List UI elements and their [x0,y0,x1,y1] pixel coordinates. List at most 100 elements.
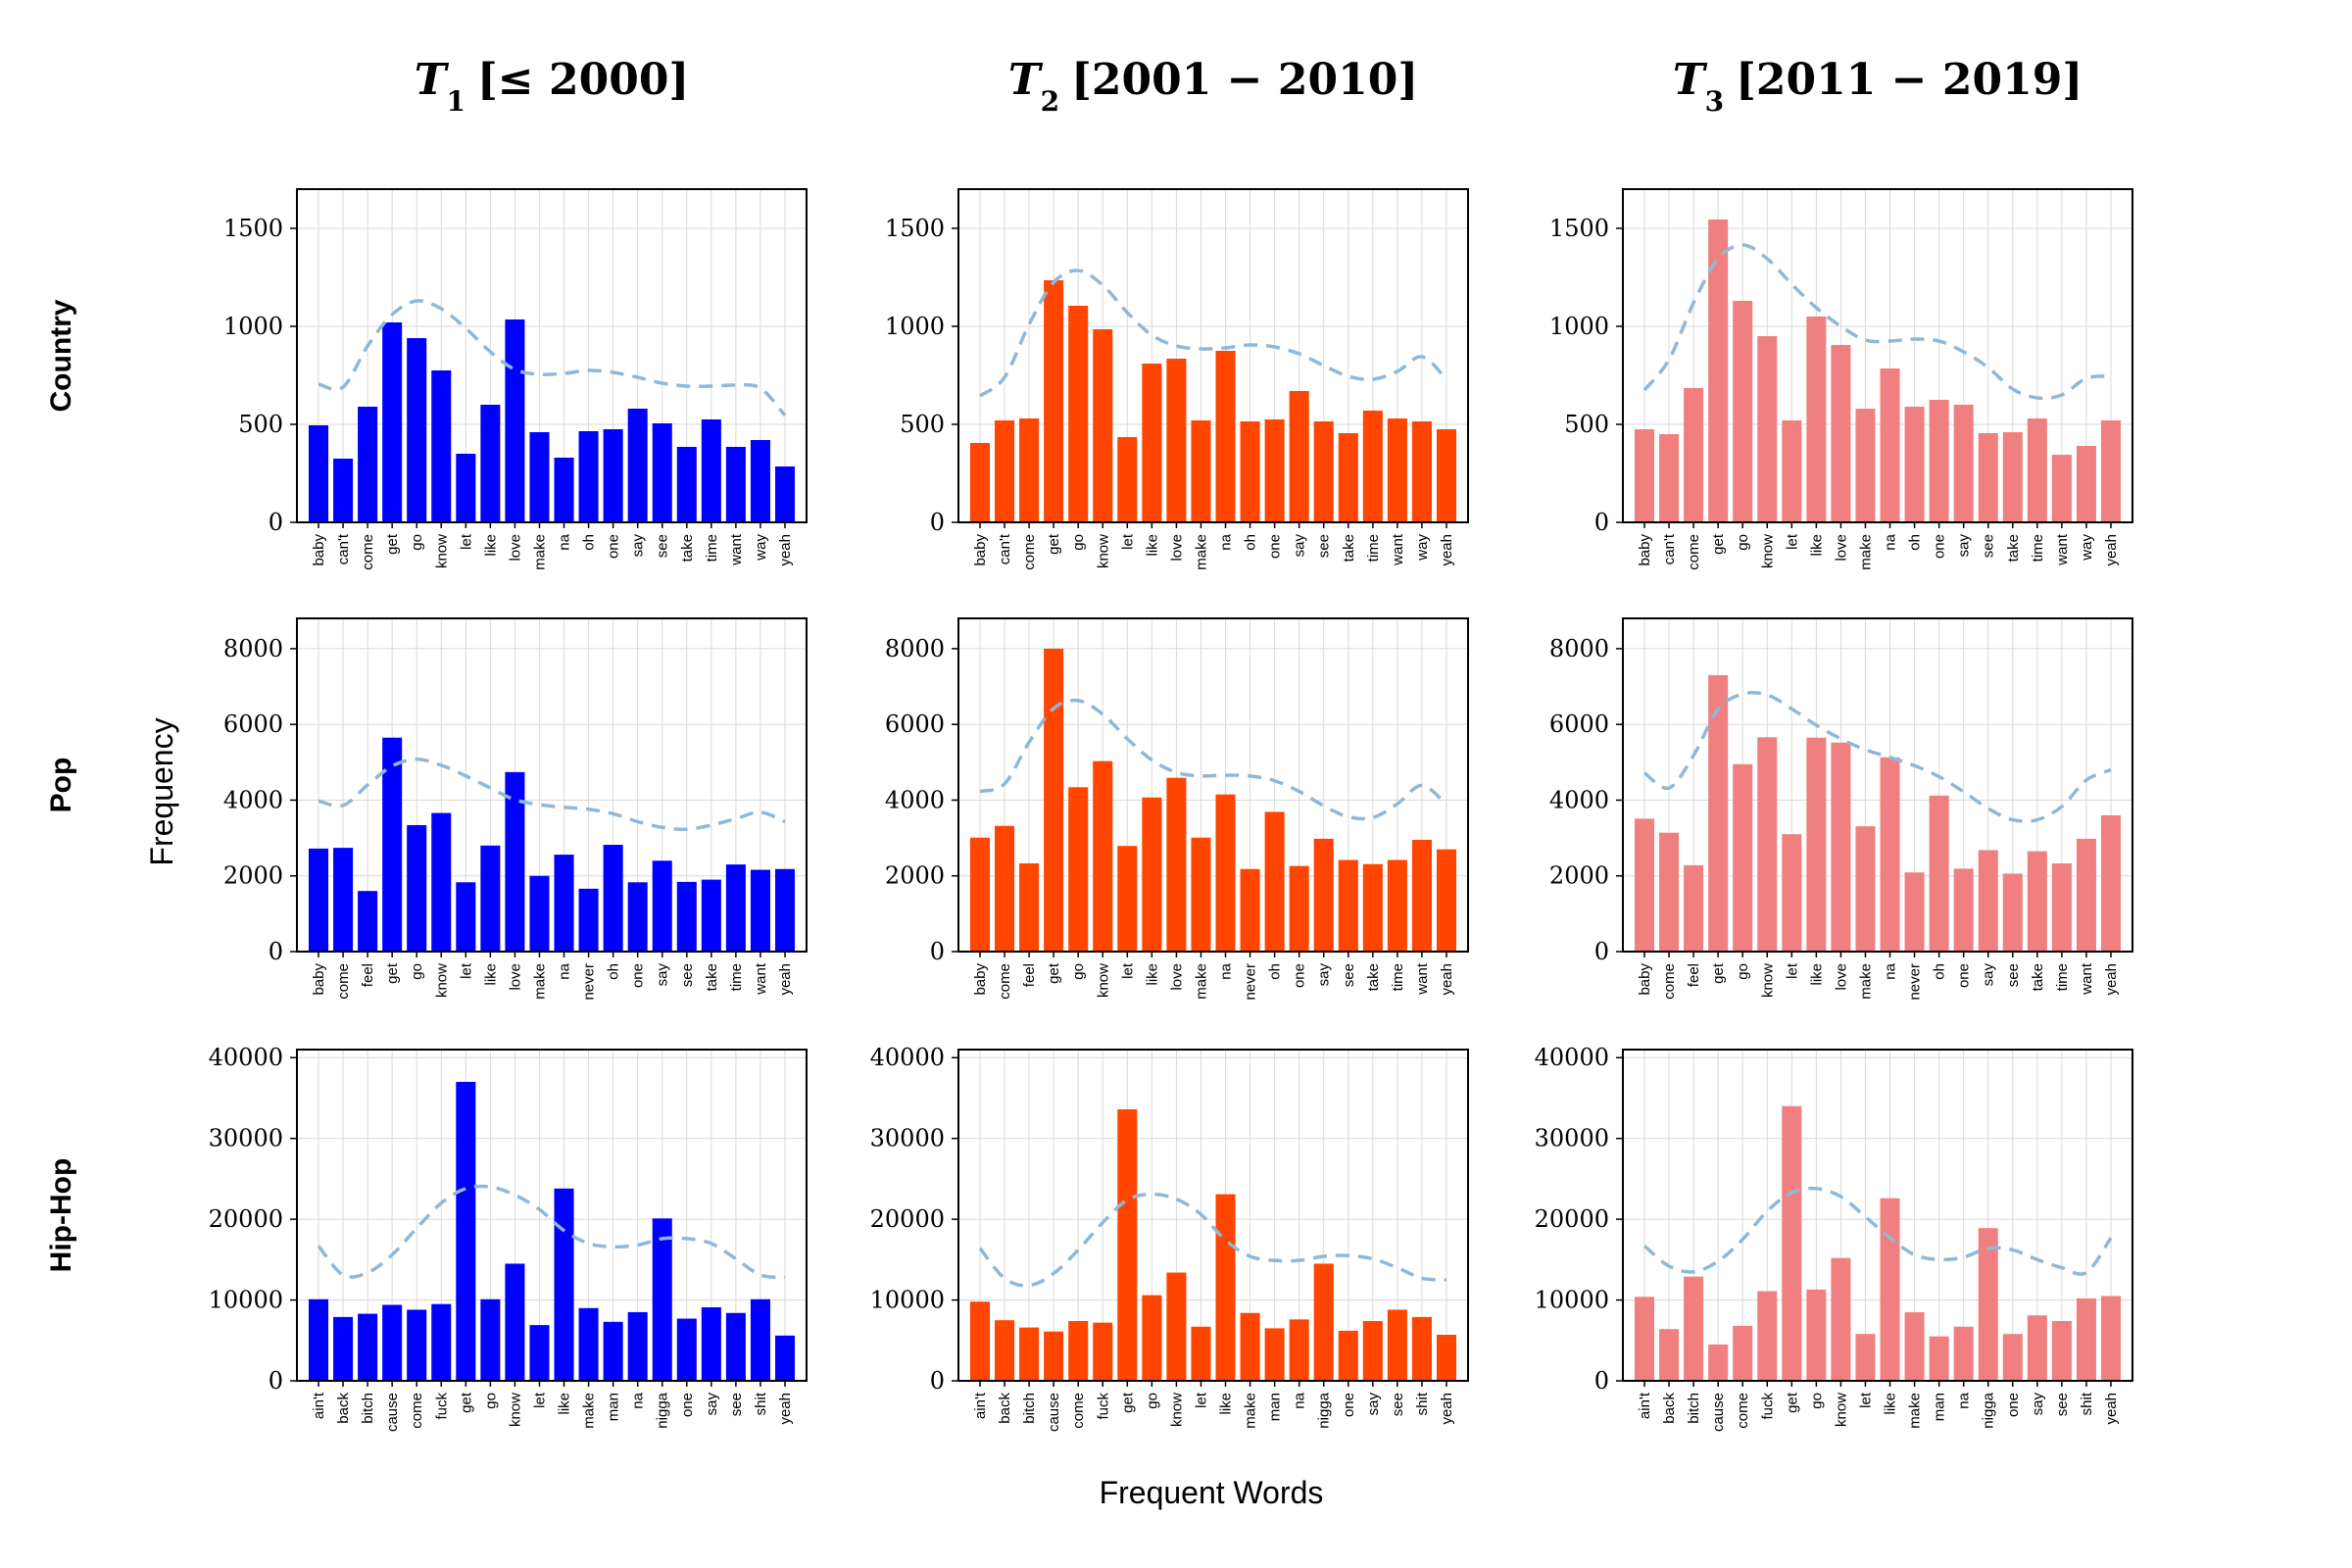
y-tick-label: 2000 [1549,862,1609,890]
x-tick-label: want [2054,533,2071,566]
bar [1338,433,1358,522]
x-tick-label: time [704,534,720,562]
x-tick-label: oh [606,963,622,980]
x-tick-label: time [728,963,745,991]
bar [1978,1228,1998,1381]
x-tick-label: like [1218,1393,1235,1415]
bar [1634,818,1655,952]
bar [2027,851,2047,952]
bar [554,1188,574,1381]
x-tick-label: back [335,1393,352,1424]
bar [456,882,476,952]
bar [1708,220,1729,522]
bar [1093,329,1113,522]
y-axis-label: Frequency [144,717,179,865]
bar [1411,840,1432,952]
x-tick-label: yeah [777,534,794,566]
bar [1362,1320,1383,1381]
bar [578,888,599,952]
bar [1289,1319,1309,1381]
x-tick-label: never [1243,963,1259,1001]
bar [1659,434,1680,522]
x-tick-label: come [1070,1393,1087,1429]
x-tick-label: want [728,533,745,566]
x-tick-label: like [1144,963,1160,986]
x-tick-label: na [1883,533,1899,550]
x-tick-label: yeah [777,963,794,996]
x-tick-label: baby [1637,963,1653,996]
x-tick-label: ain't [1637,1392,1653,1419]
bar [554,855,574,952]
bar [1782,834,1802,952]
column-title-range: [≤ 2000] [477,55,689,105]
trend-line [1642,243,2112,401]
x-tick-label: baby [311,534,327,566]
trend-line [317,1184,786,1280]
bar-chart-panel: 0 500 1000 1500 baby can't come get go know let lik… [223,188,808,570]
y-tick-label: 4000 [885,786,945,813]
x-tick-label: time [1365,534,1382,562]
bar [2002,432,2023,522]
x-tick-label: make [1907,1393,1924,1429]
plot-frame [957,188,1469,523]
bar [652,1218,672,1381]
x-tick-label: back [997,1393,1013,1424]
x-tick-label: yeah [2103,963,2120,996]
bar [701,419,721,522]
bar [358,1313,378,1381]
bar [505,1263,525,1381]
plot-frame [957,1049,1469,1382]
x-tick-label: way [2079,534,2095,562]
x-tick-label: love [1168,963,1185,991]
bar [627,1311,648,1381]
bar [382,737,403,952]
bar [1978,850,1998,952]
bar [1880,1198,1900,1381]
x-tick-label: want [753,962,769,996]
x-tick-label: feel [1686,963,1702,987]
y-tick-label: 8000 [885,635,945,662]
bar [1240,421,1260,522]
bar [1240,868,1260,952]
plot-frame [957,617,1469,953]
bar [1093,760,1113,952]
x-tick-label: see [1341,963,1357,987]
bar [1757,737,1778,952]
bar [1264,1328,1285,1381]
bar [2027,1315,2047,1381]
x-tick-label: go [1070,534,1087,551]
y-tick-label: 2000 [885,862,945,890]
bar [1215,1194,1236,1381]
bar [1436,849,1457,952]
bar [1019,1327,1040,1381]
x-tick-label: baby [1637,534,1653,566]
y-tick-label: 4000 [223,786,283,813]
bar [676,447,697,522]
x-tick-label: know [1095,963,1111,998]
trend-line [1642,1186,2113,1276]
x-tick-label: go [1808,1393,1825,1409]
x-tick-label: know [433,963,450,998]
x-tick-label: cause [1710,1393,1727,1432]
x-tick-label: come [1021,534,1038,570]
x-tick-label: ain't [972,1392,989,1419]
x-tick-label: na [630,1392,647,1408]
x-tick-label: time [2054,963,2071,991]
x-tick-label: come [409,1393,425,1429]
x-tick-label: let [458,962,474,979]
x-tick-label: make [1193,534,1209,570]
bar [750,440,770,522]
bar [1684,1276,1704,1381]
bar [1362,411,1383,522]
bar [725,1312,746,1381]
bar [431,1303,452,1381]
bar [1855,1334,1876,1381]
bar-chart-panel: 0 10000 20000 30000 40000 ain't back bitch cause… [1535,1044,2133,1432]
bar [1338,859,1358,952]
y-tick-label: 500 [900,411,945,438]
x-tick-label: like [1808,963,1825,986]
x-tick-label: know [433,534,450,568]
bar [2100,1296,2122,1381]
x-tick-label: cause [1046,1393,1062,1432]
x-tick-label: let [1119,962,1136,979]
